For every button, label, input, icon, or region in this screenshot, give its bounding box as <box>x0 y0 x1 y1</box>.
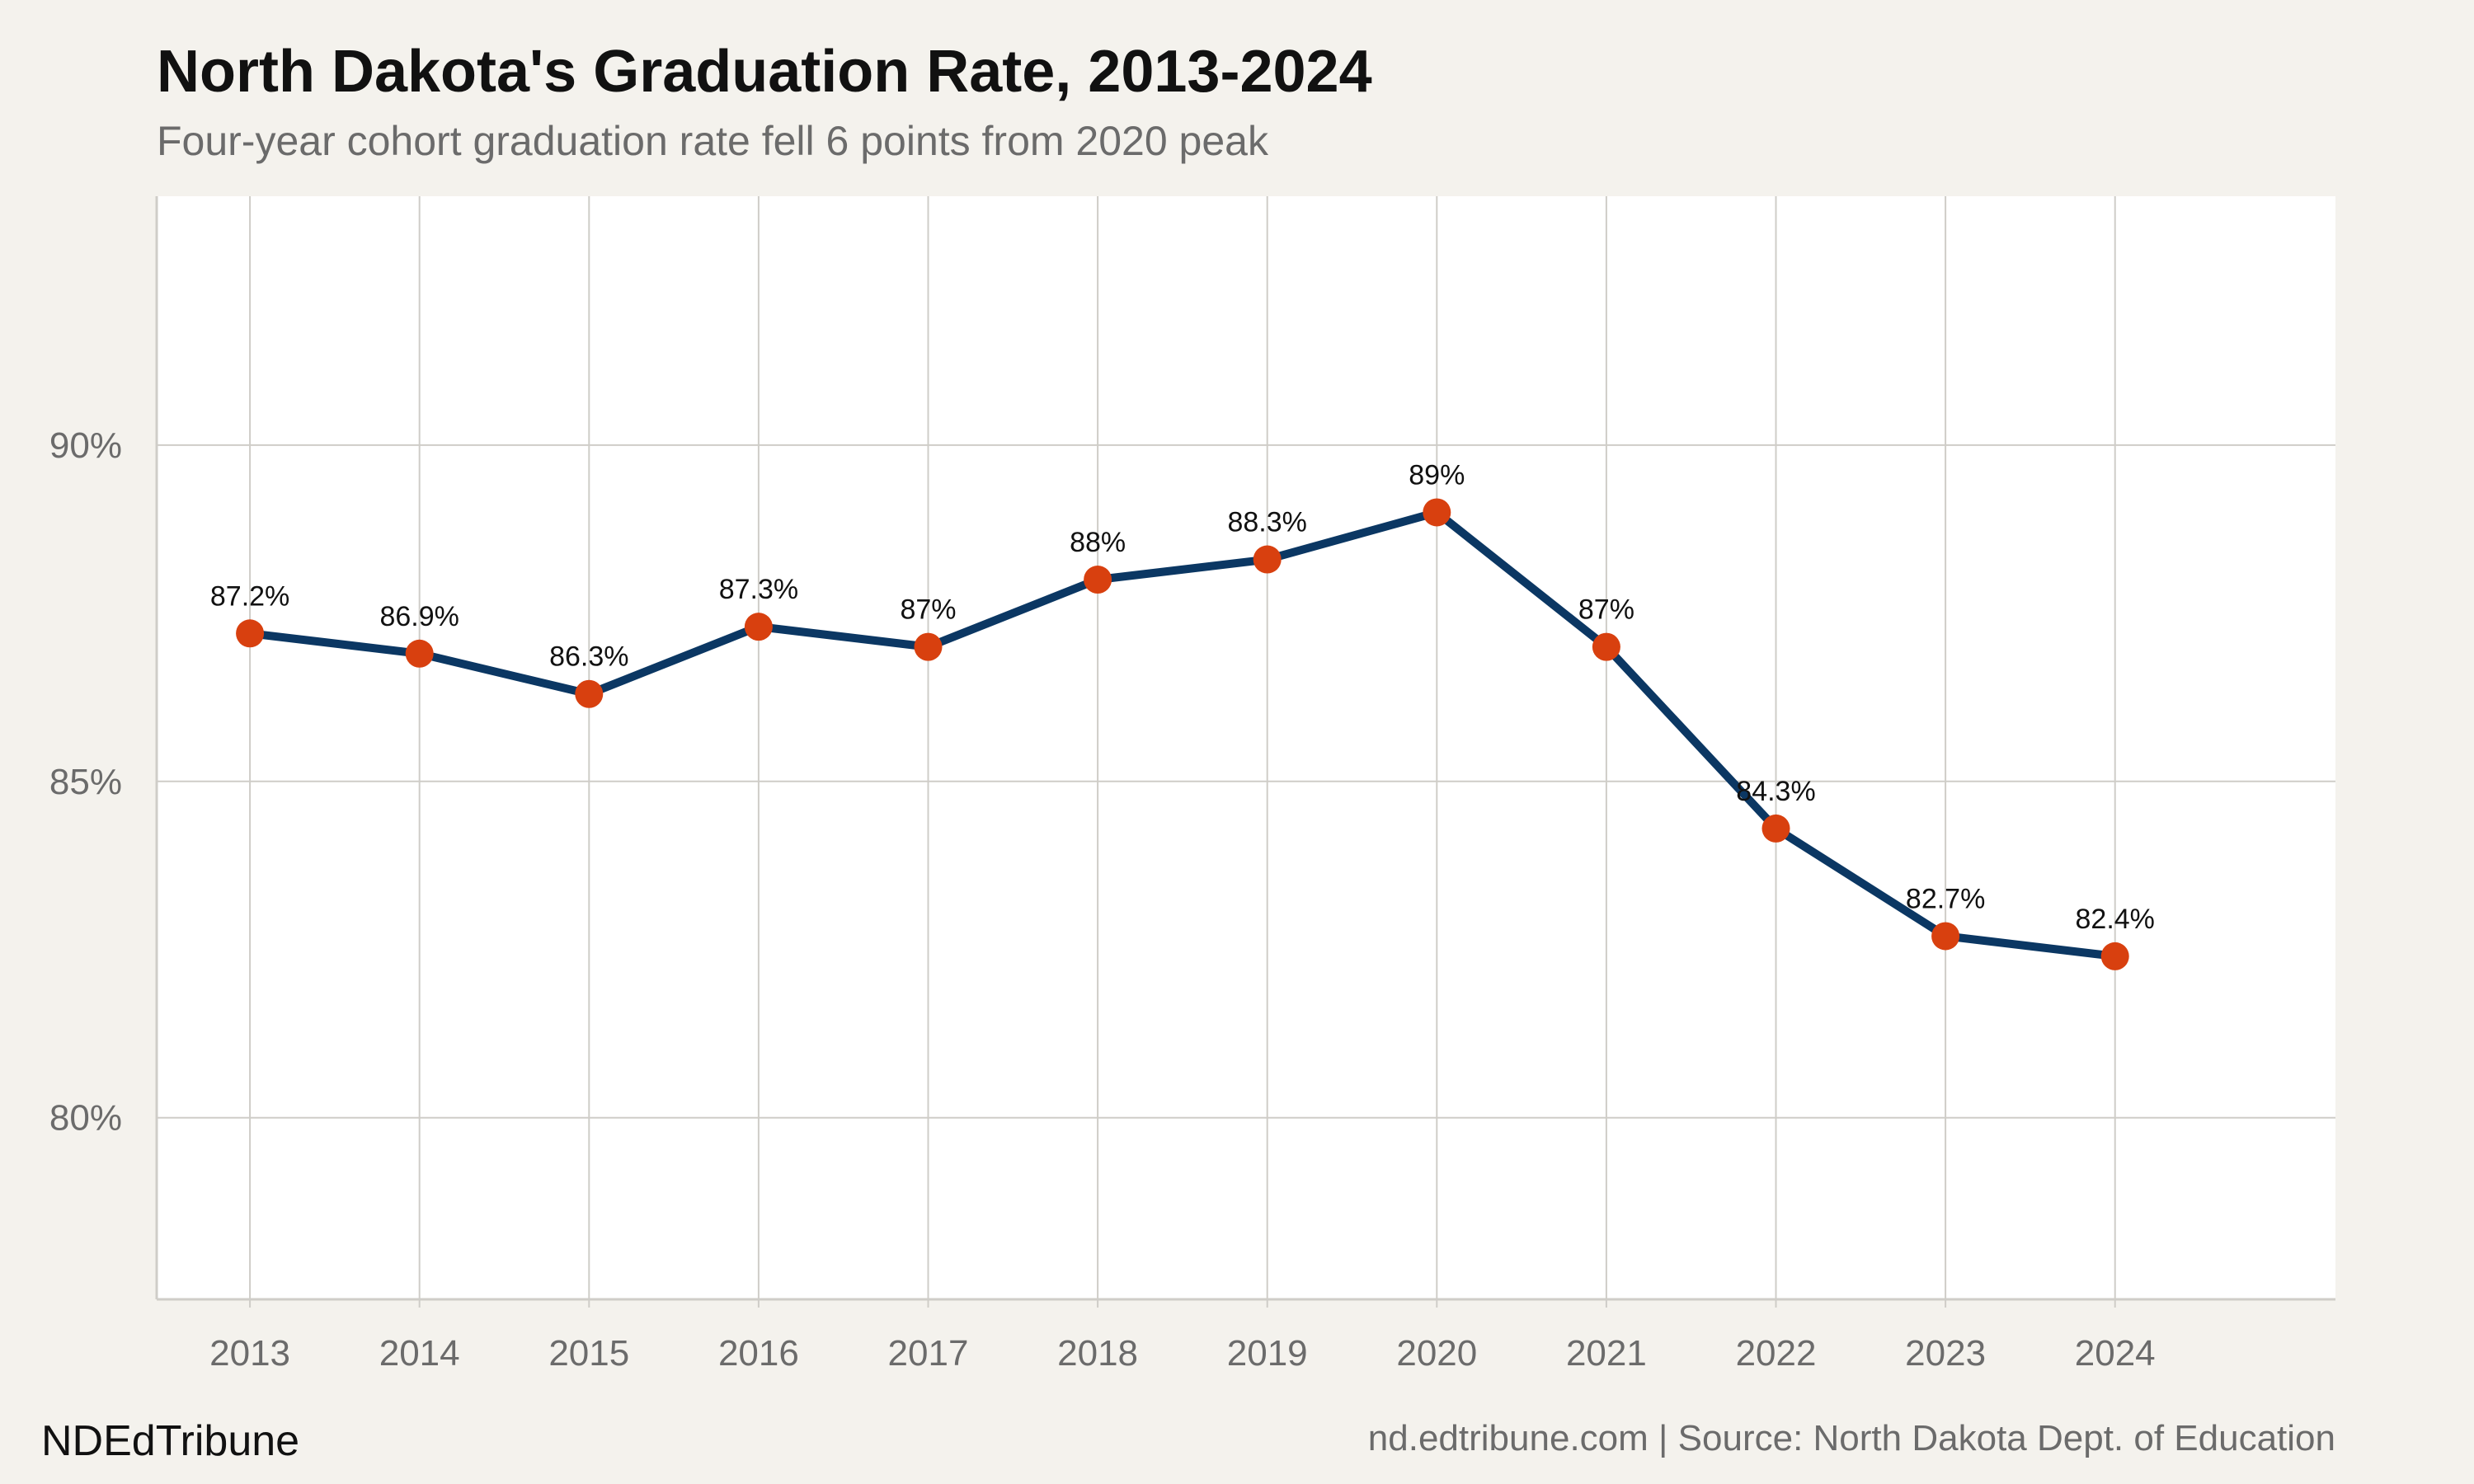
x-tick-label: 2013 <box>209 1333 290 1374</box>
x-tick-label: 2017 <box>888 1333 969 1374</box>
x-tick-label: 2020 <box>1396 1333 1477 1374</box>
series-graduation-rate <box>246 508 2119 960</box>
data-label-2013: 87.2% <box>210 580 289 612</box>
x-tick-label: 2024 <box>2075 1333 2156 1374</box>
data-point-2020 <box>1423 498 1451 527</box>
data-label-2017: 87% <box>900 594 956 626</box>
y-tick-labels: 80% 85% 90% <box>49 425 122 1139</box>
data-point-2022 <box>1761 814 1790 843</box>
x-tick-labels: 2013 2014 2015 2016 2017 2018 2019 2020 2021 2022… <box>209 1333 2156 1374</box>
data-point-2019 <box>1253 545 1282 574</box>
data-point-2013 <box>236 619 265 648</box>
data-point-2018 <box>1084 566 1112 594</box>
data-label-2024: 82.4% <box>2076 904 2155 935</box>
data-label-2015: 86.3% <box>549 641 628 673</box>
y-tick-label: 85% <box>49 762 122 802</box>
data-point-2015 <box>575 679 604 708</box>
data-label-2016: 87.3% <box>719 574 798 605</box>
x-tick-label: 2018 <box>1057 1333 1138 1374</box>
data-point-2016 <box>744 613 773 641</box>
data-label-2022: 84.3% <box>1736 776 1815 807</box>
data-point-2017 <box>914 632 943 661</box>
data-label-2018: 88% <box>1070 527 1126 558</box>
x-tick-label: 2015 <box>548 1333 629 1374</box>
data-label-2021: 87% <box>1578 594 1634 626</box>
axes <box>155 196 2335 1308</box>
data-point-2014 <box>405 639 434 668</box>
data-point-2024 <box>2100 942 2129 970</box>
chart-title: North Dakota's Graduation Rate, 2013-202… <box>157 39 1372 105</box>
chart-subtitle: Four-year cohort graduation rate fell 6 … <box>157 118 1268 164</box>
horizontal-gridlines <box>157 444 2335 1119</box>
x-tick-label: 2023 <box>1905 1333 1986 1374</box>
x-tick-label: 2022 <box>1736 1333 1817 1374</box>
y-tick-label: 90% <box>49 425 122 466</box>
plot-background <box>157 196 2335 1299</box>
data-points <box>236 498 2129 970</box>
data-label-2020: 89% <box>1409 459 1465 491</box>
source-credit: nd.edtribune.com | Source: North Dakota … <box>1367 1418 2335 1458</box>
data-point-2021 <box>1592 632 1620 661</box>
y-tick-label: 80% <box>49 1098 122 1139</box>
series-line <box>246 508 2119 960</box>
data-label-2023: 82.7% <box>1906 883 1985 914</box>
data-labels: 87.2% 86.9% 86.3% 87.3% 87% 88% 88.3% 89% 87% 84.… <box>210 459 2155 934</box>
x-tick-label: 2021 <box>1566 1333 1647 1374</box>
x-tick-label: 2014 <box>379 1333 460 1374</box>
brand-logo-text: NDEdTribune <box>41 1417 300 1465</box>
x-tick-label: 2019 <box>1227 1333 1308 1374</box>
data-label-2019: 88.3% <box>1227 507 1306 538</box>
vertical-gridlines <box>249 196 2116 1299</box>
data-point-2023 <box>1931 922 1960 951</box>
data-label-2014: 86.9% <box>379 601 459 632</box>
x-tick-label: 2016 <box>718 1333 799 1374</box>
